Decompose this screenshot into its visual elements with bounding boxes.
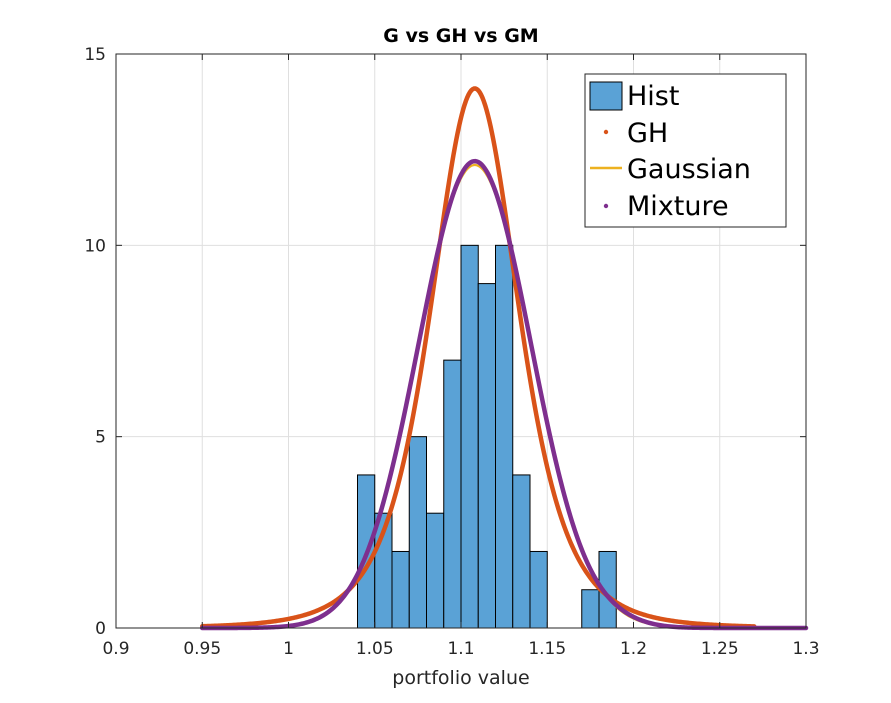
x-tick-label-5: 1.15	[528, 639, 566, 659]
hist-bar-6	[460, 244, 479, 629]
y-tick-label-3: 15	[84, 45, 106, 65]
hist-bar-7	[477, 283, 496, 629]
legend-mixture-label: Mixture	[627, 191, 729, 222]
legend: Hist GH Gaussian Mixture	[584, 73, 787, 228]
axis-ticks	[115, 53, 807, 629]
y-tick-label-2: 10	[84, 236, 106, 256]
legend-hist-swatch	[589, 81, 623, 111]
x-tick-label-2: 1	[283, 639, 294, 659]
hist-bar-4	[426, 512, 445, 629]
hist-bar-13	[581, 589, 600, 629]
chart-title: G vs GH vs GM	[383, 25, 538, 47]
hist-bar-8	[495, 244, 514, 629]
y-tick-labels: 0 5 10 15	[84, 45, 106, 639]
x-tick-label-1: 0.95	[183, 639, 221, 659]
gh-curve	[200, 86, 757, 629]
legend-hist-label: Hist	[627, 81, 679, 112]
y-tick-label-1: 5	[95, 428, 106, 448]
x-tick-label-3: 1.05	[356, 639, 394, 659]
x-tick-label-8: 1.3	[792, 639, 819, 659]
legend-gaussian-label: Gaussian	[627, 154, 751, 185]
x-tick-label-7: 1.25	[701, 639, 739, 659]
hist-bar-5	[443, 359, 462, 629]
x-tick-label-4: 1.1	[447, 639, 474, 659]
legend-gh-label: GH	[627, 118, 668, 149]
y-tick-label-0: 0	[95, 619, 106, 639]
hist-bar-10	[529, 550, 548, 629]
x-axis-label: portfolio value	[392, 667, 529, 689]
histogram-bars	[357, 244, 617, 629]
x-tick-labels: 0.9 0.95 1 1.05 1.1 1.15 1.2 1.25 1.3	[102, 639, 819, 659]
legend-gh-marker	[603, 129, 609, 135]
hist-bar-9	[512, 474, 531, 629]
hist-bar-3	[408, 436, 427, 629]
legend-mixture-marker	[603, 203, 609, 209]
x-tick-label-0: 0.9	[102, 639, 129, 659]
x-tick-label-6: 1.2	[620, 639, 647, 659]
hist-bar-2	[391, 550, 410, 629]
